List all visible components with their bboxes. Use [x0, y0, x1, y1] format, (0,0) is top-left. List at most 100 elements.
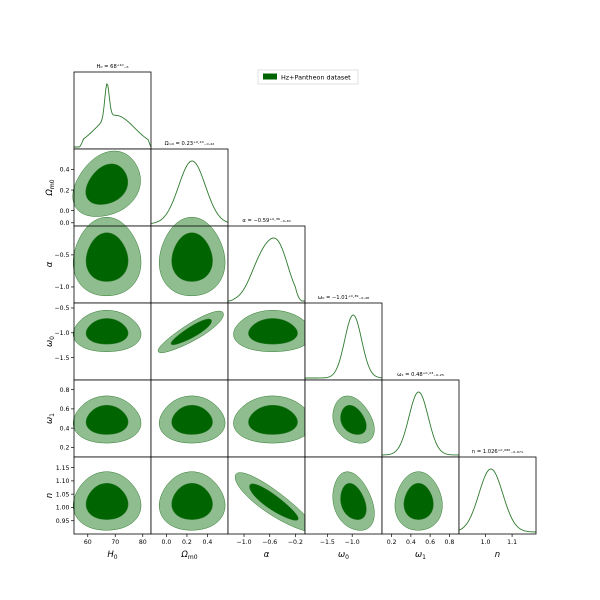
x-tick-label: 80 [139, 539, 147, 546]
panels: H₀ = 68⁺¹⁰₋₆ 0.0 0.2 0.4 Ωm0 Ωₘ₀ = 0.23⁺⁰·²⁰₋… [45, 64, 537, 561]
contour-1sigma [249, 483, 299, 521]
contour-1sigma [85, 163, 129, 205]
y-tick-label: 1.15 [56, 465, 70, 472]
panel-bg [228, 226, 305, 303]
panel-frame [458, 456, 537, 535]
panel-H0-Om: 0.0 0.2 0.4 Ωm0 [45, 148, 152, 227]
panel-title: n = 1.026⁺⁰·⁰⁸²₋₀.₀₇₁ [472, 449, 523, 455]
y-tick-label: 0.8 [60, 387, 70, 394]
pdf-curve [305, 314, 383, 379]
y-tick-label: −1.0 [54, 284, 69, 291]
panel-title: H₀ = 68⁺¹⁰₋₆ [97, 64, 129, 70]
y-tick-label: 0.0 [60, 220, 70, 227]
contour-1sigma [171, 482, 213, 520]
y-tick-label: 0.6 [60, 406, 70, 413]
x-tick-label: −0.6 [262, 539, 277, 546]
panel-w0-w0: ω₀ = −1.01⁺⁰·³⁹₋₀.₄₈ [304, 295, 383, 381]
x-tick-label: 70 [111, 539, 119, 546]
y-axis-label-Om: Ωm0 [45, 179, 56, 196]
pdf-curve [458, 468, 537, 533]
panel-Om-n: 0.0 0.2 0.4 Ωm0 [150, 456, 229, 561]
x-axis-label-Om: Ωm0 [180, 550, 197, 561]
x-tick-label: 1.1 [507, 539, 517, 546]
panel-title: α = −0.59⁺⁰·³⁹₋₀.₄₀ [242, 218, 290, 224]
panel-bg [382, 380, 459, 457]
panel-title: ω₁ = 0.48⁺⁰·²³₋₀.₂₅ [397, 372, 444, 378]
panel-Om-alpha [150, 216, 229, 304]
x-tick-label: 0.2 [182, 539, 192, 546]
y-tick-label: 0.0 [60, 208, 70, 215]
contour-1sigma [85, 318, 129, 345]
pdf-curve [227, 237, 305, 302]
panel-w0-w1 [304, 379, 383, 458]
panel-H0-w1: 0.2 0.4 0.6 0.8 ω1 [45, 379, 152, 458]
panel-Om-Om: Ωₘ₀ = 0.23⁺⁰·²⁰₋₀.₂₂ [150, 141, 229, 227]
x-tick-label: 0.6 [425, 539, 435, 546]
x-tick-label: 60 [84, 539, 92, 546]
y-axis-label-w0: ω0 [45, 336, 56, 347]
x-tick-label: 0.2 [387, 539, 397, 546]
y-tick-label: 0.2 [60, 187, 70, 194]
x-axis-label-w1: ω1 [415, 550, 426, 561]
panel-H0-H0: H₀ = 68⁺¹⁰₋₆ [73, 64, 152, 150]
panel-w1-w1: ω₁ = 0.48⁺⁰·²³₋₀.₂₅ [381, 372, 460, 458]
x-axis-label-w0: ω0 [338, 550, 349, 561]
pdf-curve [381, 391, 459, 456]
y-tick-label: 0.4 [60, 167, 70, 174]
y-axis-label-alpha: α [45, 261, 55, 267]
y-tick-label: 0.2 [60, 445, 70, 452]
legend-swatch [263, 73, 277, 80]
panel-title: ω₀ = −1.01⁺⁰·³⁹₋₀.₄₈ [318, 295, 369, 301]
panel-w1-n: 0.2 0.4 0.6 0.8 ω1 [381, 456, 460, 561]
panel-bg [305, 303, 382, 380]
panel-H0-n: 60 70 80 H0 0.95 1.00 1.05 1.10 1.15 n [45, 456, 152, 561]
panel-alpha-alpha: α = −0.59⁺⁰·³⁹₋₀.₄₀ [227, 218, 306, 304]
x-axis-label-H0: H0 [107, 550, 117, 561]
y-tick-label: 1.05 [56, 491, 70, 498]
x-tick-label: −1.5 [320, 539, 335, 546]
panel-bg [459, 457, 536, 534]
y-tick-label: 0.95 [56, 518, 70, 525]
contour-1sigma [403, 482, 434, 520]
panel-w0-n: −1.5 −1.0 ω0 [304, 456, 383, 561]
x-tick-label: 1.0 [481, 539, 491, 546]
contour-1sigma [85, 482, 129, 520]
x-tick-label: 0.0 [161, 539, 171, 546]
panel-alpha-w1 [227, 379, 313, 458]
y-axis-label-n: n [45, 493, 55, 498]
legend-box [257, 69, 359, 85]
y-tick-label: −1.5 [54, 355, 69, 362]
contour-1sigma [170, 318, 212, 346]
x-tick-label: 0.8 [444, 539, 454, 546]
contour-1sigma [85, 404, 129, 435]
legend: Hz+Pantheon dataset [257, 69, 359, 85]
y-tick-label: 1.00 [56, 505, 70, 512]
legend-label: Hz+Pantheon dataset [281, 74, 351, 82]
x-tick-label: −1.0 [345, 539, 360, 546]
contour-1sigma [340, 404, 367, 435]
x-tick-label: −1.0 [237, 539, 252, 546]
y-tick-label: −0.5 [54, 305, 69, 312]
contour-1sigma [85, 232, 129, 282]
pdf-curve [150, 160, 229, 224]
y-tick-label: 0.4 [60, 425, 70, 432]
panel-alpha-w0 [227, 302, 313, 381]
y-tick-label: −0.5 [54, 252, 69, 259]
panel-H0-w0: −1.5 −1.0 −0.5 ω0 [45, 302, 152, 381]
x-axis-label-n: n [495, 550, 500, 560]
panel-Om-w0 [150, 302, 229, 381]
panel-Om-w1 [150, 379, 229, 458]
y-tick-label: −1.0 [54, 330, 69, 337]
y-tick-label: 1.10 [56, 478, 70, 485]
panel-n-n: n = 1.026⁺⁰·⁰⁸²₋₀.₀₇₁ 1.0 1.1 n [458, 449, 537, 560]
contour-1sigma [171, 404, 213, 435]
panel-title: Ωₘ₀ = 0.23⁺⁰·²⁰₋₀.₂₂ [165, 141, 215, 147]
x-axis-label-alpha: α [264, 550, 270, 560]
x-tick-label: 0.4 [406, 539, 416, 546]
x-tick-label: 0.4 [203, 539, 213, 546]
contour-1sigma [171, 232, 213, 282]
panel-alpha-n: −1.0 −0.6 −0.2 α [227, 456, 315, 560]
panel-bg [151, 149, 228, 226]
contour-1sigma [248, 404, 298, 435]
